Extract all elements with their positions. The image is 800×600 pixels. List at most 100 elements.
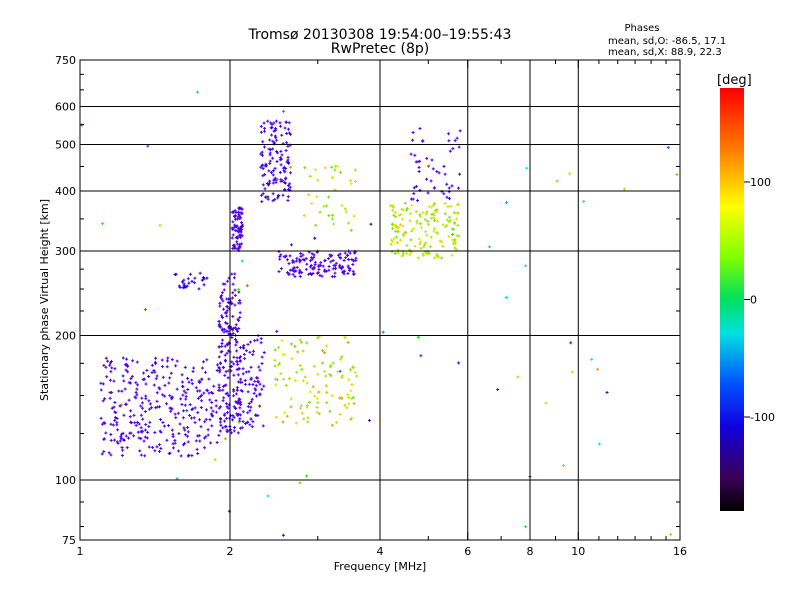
- data-point: [236, 413, 240, 417]
- data-point: [122, 413, 126, 417]
- data-point: [447, 235, 451, 239]
- data-point: [271, 173, 275, 177]
- data-point: [217, 366, 221, 370]
- data-point: [218, 370, 222, 374]
- data-point: [286, 195, 290, 199]
- data-point: [401, 252, 405, 256]
- data-point: [266, 119, 270, 123]
- data-point: [221, 426, 225, 430]
- data-point: [215, 441, 219, 445]
- data-point: [317, 390, 321, 394]
- data-point: [417, 237, 421, 241]
- data-point: [233, 214, 237, 218]
- data-point: [193, 276, 197, 280]
- data-point: [330, 253, 334, 257]
- data-point: [303, 166, 307, 170]
- data-point: [220, 349, 224, 353]
- data-point: [300, 271, 304, 275]
- data-point: [286, 144, 290, 148]
- data-point: [237, 421, 241, 425]
- data-point: [295, 259, 299, 263]
- data-point: [271, 169, 275, 173]
- data-point: [330, 165, 334, 169]
- data-point: [289, 405, 293, 409]
- data-point: [409, 152, 413, 156]
- data-point: [285, 160, 289, 164]
- data-point: [235, 224, 239, 228]
- data-point: [286, 155, 290, 159]
- data-point: [345, 253, 349, 257]
- data-point: [450, 253, 454, 257]
- data-point: [198, 389, 202, 393]
- data-point: [239, 221, 243, 225]
- data-point: [182, 389, 186, 393]
- data-point: [448, 149, 452, 153]
- data-point: [130, 374, 134, 378]
- data-point: [114, 411, 118, 415]
- data-point: [410, 203, 414, 207]
- data-point: [348, 179, 352, 183]
- data-point: [446, 205, 450, 209]
- data-point: [184, 394, 188, 398]
- data-point: [323, 259, 327, 263]
- data-point: [259, 152, 263, 156]
- data-point: [249, 377, 253, 381]
- data-point: [442, 164, 446, 168]
- data-point: [260, 163, 264, 167]
- data-point: [311, 267, 315, 271]
- data-point: [121, 374, 125, 378]
- data-point: [293, 275, 297, 279]
- data-point: [412, 186, 416, 190]
- data-point: [342, 259, 346, 263]
- data-point: [173, 438, 177, 442]
- data-point: [429, 179, 433, 183]
- data-point: [128, 415, 132, 419]
- data-point: [259, 337, 263, 341]
- data-point: [282, 166, 286, 170]
- data-point: [231, 210, 235, 214]
- data-point: [294, 421, 298, 425]
- data-point: [233, 326, 237, 330]
- data-point: [217, 406, 221, 410]
- data-point: [409, 238, 413, 242]
- data-point: [401, 224, 405, 228]
- data-point: [125, 357, 129, 361]
- data-point: [298, 274, 302, 278]
- data-point: [435, 255, 439, 259]
- data-point: [305, 341, 309, 345]
- data-point: [333, 271, 337, 275]
- data-point: [244, 422, 248, 426]
- data-point: [235, 349, 239, 353]
- data-point: [333, 275, 337, 279]
- data-point: [299, 254, 303, 258]
- data-point: [144, 397, 148, 401]
- data-point: [280, 153, 284, 157]
- data-point: [255, 376, 259, 380]
- data-point: [105, 375, 109, 379]
- data-point: [290, 357, 294, 361]
- data-point: [424, 212, 428, 216]
- data-point: [279, 372, 283, 376]
- data-point: [422, 245, 426, 249]
- data-point: [200, 393, 204, 397]
- data-point: [325, 204, 329, 208]
- data-point: [131, 359, 135, 363]
- data-point: [303, 375, 307, 379]
- data-point: [129, 377, 133, 381]
- data-point: [188, 403, 192, 407]
- data-point: [127, 398, 131, 402]
- data-point: [277, 270, 281, 274]
- data-point: [301, 349, 305, 353]
- data-point: [287, 272, 291, 276]
- data-point: [112, 438, 116, 442]
- data-point: [351, 365, 355, 369]
- data-point: [390, 222, 394, 226]
- data-point: [286, 199, 290, 203]
- data-point: [669, 532, 673, 536]
- y-tick-label: 750: [55, 54, 76, 67]
- data-point: [433, 256, 437, 260]
- y-tick-label: 600: [55, 101, 76, 114]
- data-point: [147, 399, 151, 403]
- data-point: [336, 370, 340, 374]
- data-point: [153, 370, 157, 374]
